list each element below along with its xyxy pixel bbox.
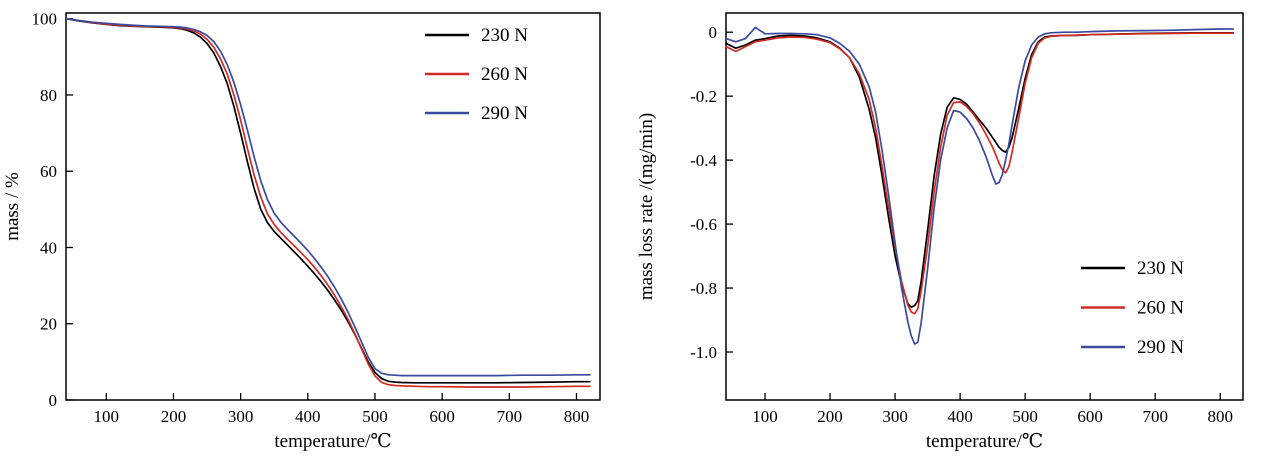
x-tick-label: 100 <box>94 407 120 426</box>
series-260-n-curve <box>725 32 1235 315</box>
y-tick-label: 60 <box>40 162 57 181</box>
tga-panel: 100 200 300 400 500 600 700 800 0 20 40 60 80 100 temp… <box>0 0 620 465</box>
y-tick-label: 40 <box>40 238 57 257</box>
series-290-n-curve <box>725 26 1235 345</box>
y-tick-label: 0 <box>709 23 718 42</box>
series-290-n-curve <box>65 17 591 377</box>
y-tick-label: -1.0 <box>690 343 717 362</box>
legend-label-230-n: 230 N <box>1137 258 1184 279</box>
x-tick-label: 300 <box>228 407 254 426</box>
legend-label-230-n: 230 N <box>481 25 528 46</box>
dtg-panel: 100 200 300 400 500 600 700 800 -1.0 -0.8 -0.6 -0.4… <box>620 0 1261 465</box>
dtg-chart-svg: 100 200 300 400 500 600 700 800 -1.0 -0.8 -0.6 -0.4… <box>636 12 1244 452</box>
x-tick-label: 500 <box>362 407 388 426</box>
x-tick-label: 400 <box>947 407 973 426</box>
y-tick-label: -0.6 <box>690 215 717 234</box>
x-axis-title: temperature/℃ <box>274 431 391 452</box>
legend-label-260-n: 260 N <box>481 64 528 85</box>
x-tick-label: 800 <box>1207 407 1233 426</box>
x-axis-title: temperature/℃ <box>926 431 1043 452</box>
x-tick-label: 600 <box>429 407 455 426</box>
legend-label-290-n: 290 N <box>1137 337 1184 358</box>
x-tick-label: 600 <box>1077 407 1103 426</box>
x-tick-label: 400 <box>295 407 321 426</box>
y-tick-label: -0.8 <box>690 279 717 298</box>
axes: 100 200 300 400 500 600 700 800 0 20 40 60 80 100 <box>32 10 601 426</box>
legend-label-260-n: 260 N <box>1137 298 1184 319</box>
axes: 100 200 300 400 500 600 700 800 -1.0 -0.8 -0.6 -0.4… <box>690 12 1244 426</box>
y-tick-label: 0 <box>49 391 58 410</box>
x-tick-label: 800 <box>564 407 590 426</box>
x-tick-label: 100 <box>752 407 778 426</box>
y-axis-title: mass loss rate /(mg/min) <box>636 113 657 300</box>
legend: 230 N 260 N 290 N <box>1081 258 1184 358</box>
y-tick-label: 20 <box>40 315 57 334</box>
tga-chart-svg: 100 200 300 400 500 600 700 800 0 20 40 60 80 100 temp… <box>2 10 601 452</box>
x-tick-label: 700 <box>497 407 523 426</box>
x-tick-label: 200 <box>161 407 187 426</box>
x-tick-label: 200 <box>817 407 843 426</box>
y-tick-label: -0.4 <box>690 151 717 170</box>
legend: 230 N 260 N 290 N <box>425 25 528 124</box>
legend-label-290-n: 290 N <box>481 103 528 124</box>
plot-border <box>65 12 601 401</box>
y-tick-label: -0.2 <box>690 87 717 106</box>
x-tick-label: 300 <box>882 407 908 426</box>
y-tick-label: 100 <box>32 10 58 29</box>
plot-border <box>725 12 1244 401</box>
x-tick-label: 700 <box>1142 407 1168 426</box>
y-axis-title: mass / % <box>2 172 23 241</box>
y-tick-label: 80 <box>40 86 57 105</box>
x-tick-label: 500 <box>1012 407 1038 426</box>
